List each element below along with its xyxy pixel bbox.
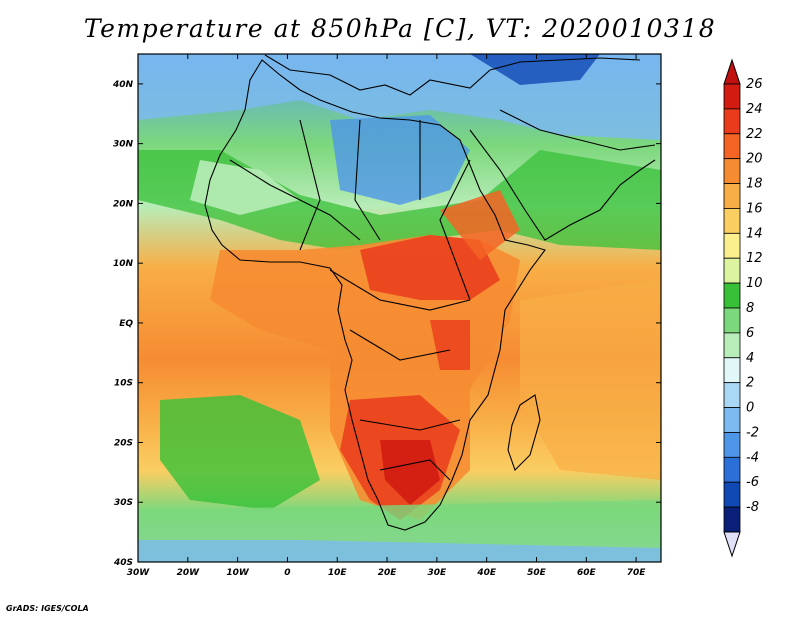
lat-tick-label: 40N (112, 80, 134, 90)
lat-tick-label: EQ (119, 319, 133, 329)
longitude-axis: 30W 20W 10W 0 10E 20E 30E 40E 50E 60E 70E (127, 54, 647, 578)
colorbar-swatch (723, 282, 741, 309)
colorbar-label: 10 (746, 276, 763, 291)
colorbar-swatch (723, 257, 741, 284)
colorbar-swatch (723, 232, 741, 259)
grads-credit: GrADS: IGES/COLA (6, 604, 89, 613)
colorbar-swatch (723, 133, 741, 160)
temperature-field (138, 54, 661, 562)
colorbar-swatch (723, 456, 741, 483)
colorbar-swatch (723, 158, 741, 184)
colorbar-swatch (723, 432, 741, 458)
colorbar-label: 12 (746, 251, 763, 266)
colorbar-label: -6 (746, 475, 759, 490)
page-title: Temperature at 850hPa [C], VT: 202001031… (83, 14, 717, 43)
colorbar-swatch (723, 382, 741, 408)
colorbar-label: 22 (746, 127, 763, 142)
colorbar-label: 14 (746, 226, 763, 241)
colorbar-label: 2 (746, 376, 754, 391)
colorbar-label: -2 (746, 425, 759, 440)
colorbar-label: 18 (746, 177, 763, 192)
lon-tick-label: 20W (177, 568, 201, 578)
colorbar-swatch (723, 407, 741, 433)
lon-tick-label: 10W (226, 568, 250, 578)
colorbar-swatch (723, 332, 741, 359)
lat-tick-label: 30N (113, 140, 134, 150)
colorbar-swatch (723, 357, 741, 384)
lat-tick-label: 20S (114, 438, 133, 448)
colorbar-swatch (723, 506, 741, 533)
lat-tick-label: 30S (114, 498, 133, 508)
colorbar-label: 16 (746, 201, 763, 216)
colorbar-top-arrow (723, 58, 741, 85)
lat-tick-label: 20N (113, 199, 134, 209)
colorbar-label: -4 (746, 450, 759, 465)
lon-tick-label: 0 (284, 568, 290, 578)
colorbar-label: 6 (746, 326, 754, 341)
map-border (137, 53, 662, 563)
colorbar-swatch (723, 481, 741, 508)
lat-tick-label: 40S (113, 558, 133, 568)
lat-tick-label: 10N (113, 259, 134, 269)
lon-tick-label: 30E (428, 568, 448, 578)
colorbar-bottom-arrow (723, 531, 741, 558)
coastlines (204, 54, 656, 531)
colorbar-swatch (723, 183, 741, 209)
lon-tick-label: 70E (627, 568, 647, 578)
colorbar-label: 0 (746, 401, 754, 416)
colorbar-label: 26 (746, 77, 763, 92)
colorbar-label: 24 (746, 102, 763, 117)
colorbar-label: 8 (746, 301, 754, 316)
lon-tick-label: 10E (328, 568, 348, 578)
lon-tick-label: 20E (378, 568, 398, 578)
colorbar-swatch (723, 307, 741, 334)
lon-tick-label: 30W (127, 568, 151, 578)
latitude-axis: 40N 30N 20N 10N EQ 10S 20S 30S 40S (112, 80, 661, 568)
lon-tick-label: 50E (527, 568, 547, 578)
colorbar-label: 20 (746, 152, 763, 167)
colorbar-swatch (723, 108, 741, 135)
colorbar-label: 4 (746, 351, 754, 366)
colorbar-swatch (723, 83, 741, 110)
lon-tick-label: 60E (577, 568, 597, 578)
colorbar-swatch (723, 208, 741, 234)
lon-tick-label: 40E (476, 568, 497, 578)
lat-tick-label: 10S (114, 379, 133, 389)
colorbar-label: -8 (746, 500, 759, 515)
